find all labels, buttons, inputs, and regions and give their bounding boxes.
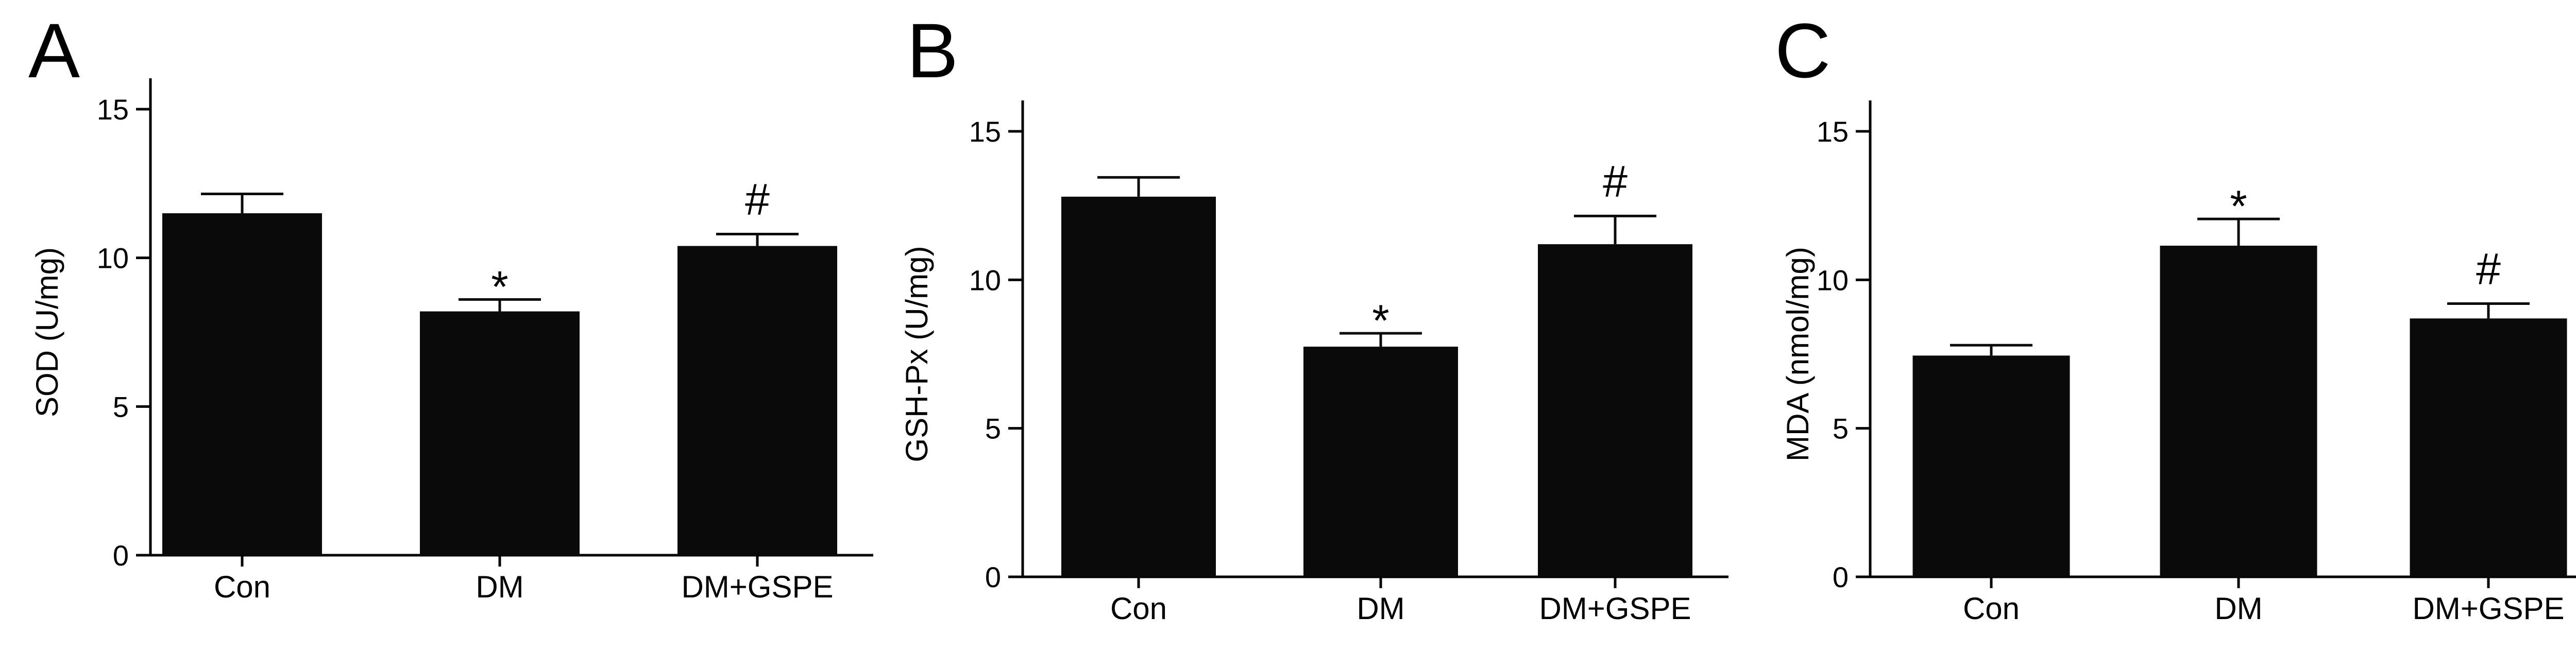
bar [420,311,580,555]
panel-letter: C [1775,7,1831,94]
x-tick-label: DM+GSPE [1539,591,1691,626]
y-tick-label: 0 [1833,561,1849,593]
y-tick-label: 0 [113,539,129,572]
x-tick-label: DM [1357,591,1404,626]
panel-letter: A [28,7,80,94]
bar [1061,196,1216,577]
y-tick-label: 0 [985,561,1001,593]
bar [1538,244,1692,577]
panel-c: C MDA (nmol/mg) 0 5 10 15 Con DM * DM+GSPE # [1775,7,2576,626]
x-tick-label: DM [2214,591,2262,626]
panel-b: B GSH-Px (U/mg) 0 5 10 15 Con DM * DM+GSPE # [900,7,1728,626]
y-axis-label: SOD (U/mg) [30,247,64,417]
significance-label: # [2476,244,2501,294]
significance-label: * [2230,182,2247,231]
y-tick-label: 10 [969,264,1001,296]
x-tick-label: DM [476,570,523,604]
y-tick-label: 15 [969,115,1001,148]
significance-label: # [745,175,770,224]
bar [2160,246,2317,577]
panel-a: A SOD (U/mg) 0 5 10 15 Con DM * DM+GSPE # [28,7,873,604]
y-tick-label: 5 [113,390,129,423]
y-tick-label: 5 [985,413,1001,445]
y-tick-label: 15 [1817,115,1849,148]
y-tick-label: 5 [1833,413,1849,445]
bar [162,213,322,556]
bar [677,246,837,555]
x-tick-label: DM+GSPE [681,570,833,604]
x-tick-label: Con [1110,591,1167,626]
significance-label: * [491,262,508,312]
significance-label: # [1603,157,1628,206]
x-tick-label: Con [214,570,270,604]
x-tick-label: DM+GSPE [2412,591,2564,626]
bar [1303,347,1458,577]
y-axis-label: MDA (nmol/mg) [1781,247,1815,461]
bar [2410,318,2567,577]
y-tick-label: 10 [97,242,129,275]
y-tick-label: 15 [97,93,129,126]
y-axis-label: GSH-Px (U/mg) [900,246,934,462]
x-tick-label: Con [1963,591,2020,626]
bar [1912,355,2070,577]
significance-label: * [1372,296,1389,346]
y-tick-label: 10 [1817,264,1849,296]
panel-letter: B [907,7,958,94]
